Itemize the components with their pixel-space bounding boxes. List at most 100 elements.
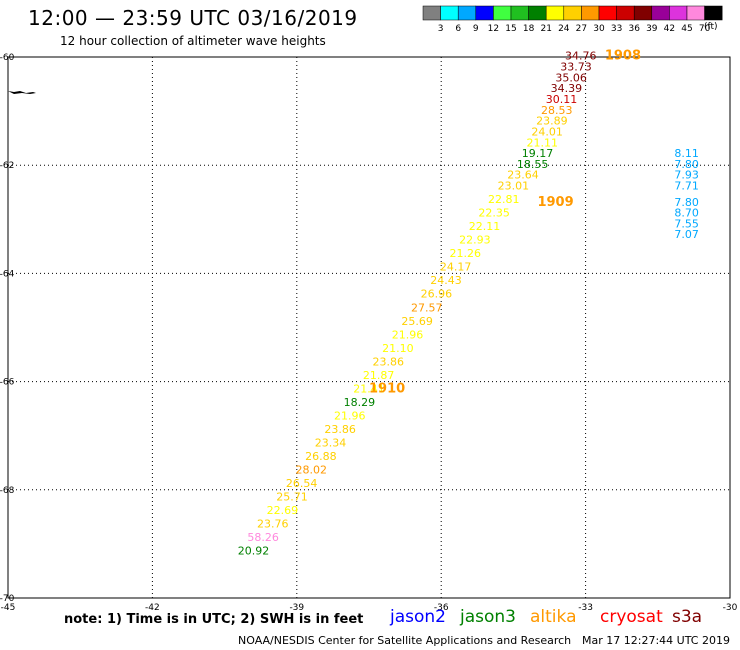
legend-swatch: [598, 5, 617, 21]
data-label: 7.55: [674, 217, 699, 230]
legend-swatch: [475, 5, 494, 21]
legend-swatch: [581, 5, 600, 21]
data-label: 8.70: [674, 207, 699, 220]
data-label: 21.41: [353, 382, 385, 395]
data-label: 26.96: [421, 288, 453, 301]
data-label: 22.11: [469, 220, 501, 233]
chart-title: 12:00 — 23:59 UTC 03/16/2019: [28, 6, 358, 30]
legend-label: 30: [593, 24, 605, 34]
x-tick-label: -42: [145, 603, 160, 613]
y-tick-label: -64: [0, 269, 15, 279]
y-tick-label: -60: [0, 53, 15, 63]
legend-swatch: [651, 5, 670, 21]
hour-label: 1910: [369, 381, 405, 396]
data-label: 7.80: [674, 158, 699, 171]
x-tick-label: -30: [723, 603, 738, 613]
legend-swatch: [616, 5, 635, 21]
legend-label: 39: [646, 24, 658, 34]
data-label: 24.01: [531, 125, 563, 138]
mission-altika: altika: [530, 607, 577, 627]
legend-label: 15: [505, 24, 516, 34]
mission-s3a: s3a: [672, 607, 703, 627]
data-label: 7.71: [674, 180, 699, 193]
y-tick-label: -70: [0, 594, 15, 604]
legend-label: 9: [473, 24, 479, 34]
data-label: 7.93: [674, 169, 699, 182]
data-label: 19.17: [522, 147, 554, 160]
legend-label: 70: [699, 24, 711, 34]
data-label: 23.86: [324, 423, 356, 436]
y-tick-label: -68: [0, 486, 15, 496]
footer-credit: NOAA/NESDIS Center for Satellite Applica…: [238, 634, 572, 647]
chart-subtitle: 12 hour collection of altimeter wave hei…: [60, 34, 326, 48]
legend-label: 33: [611, 24, 622, 34]
data-label: 27.57: [411, 301, 443, 314]
legend-label: 18: [523, 24, 535, 34]
data-label: 35.06: [555, 71, 587, 84]
y-tick-label: -62: [0, 161, 14, 171]
legend-swatch: [669, 5, 688, 21]
data-label: 21.96: [334, 409, 366, 422]
data-label: 21.96: [392, 328, 424, 341]
data-label: 21.10: [382, 342, 414, 355]
legend-label: 12: [488, 24, 499, 34]
mission-jason3: jason3: [460, 607, 516, 627]
legend-label: 42: [664, 24, 675, 34]
note-text: note: 1) Time is in UTC; 2) SWH is in fe…: [64, 612, 364, 627]
data-label: 33.73: [560, 61, 592, 74]
x-tick-label: -45: [1, 603, 16, 613]
data-label: 21.87: [363, 369, 395, 382]
land-outline: [8, 91, 36, 94]
legend-unit: (ft): [704, 22, 718, 32]
legend-label: 21: [540, 24, 551, 34]
data-label: 58.26: [247, 531, 279, 544]
data-label: 23.34: [315, 437, 347, 450]
data-label: 7.80: [674, 196, 699, 209]
legend-swatch: [545, 5, 565, 21]
data-label: 23.76: [257, 518, 289, 531]
legend-label: 36: [628, 24, 640, 34]
footer-time: Mar 17 12:27:44 UTC 2019: [582, 634, 730, 647]
data-label: 24.17: [440, 261, 472, 274]
x-tick-label: -36: [434, 603, 449, 613]
data-label: 25.71: [276, 491, 308, 504]
data-label: 24.43: [430, 274, 462, 287]
legend-label: 24: [558, 24, 570, 34]
data-label: 23.01: [498, 180, 530, 193]
data-label: 28.53: [541, 104, 573, 117]
hour-label: 1908: [605, 49, 641, 64]
data-label: 26.54: [286, 477, 318, 490]
legend-label: 45: [681, 24, 692, 34]
mission-cryosat: cryosat: [600, 607, 663, 627]
legend-label: 3: [438, 24, 444, 34]
plot-frame: [7, 56, 731, 599]
legend-swatch: [563, 5, 582, 21]
data-label: 22.93: [459, 234, 491, 247]
x-tick-label: -33: [578, 603, 593, 613]
data-label: 21.26: [450, 247, 482, 260]
legend-swatch: [493, 5, 512, 21]
legend-label: 27: [576, 24, 587, 34]
data-label: 22.35: [478, 207, 510, 220]
hour-label: 1909: [537, 195, 573, 210]
data-label: 18.29: [344, 396, 376, 409]
data-label: 23.64: [507, 169, 539, 182]
data-label: 20.92: [238, 545, 270, 558]
data-label: 23.86: [373, 355, 405, 368]
data-label: 34.76: [565, 50, 597, 63]
data-label: 23.89: [536, 115, 568, 128]
data-label: 22.81: [488, 193, 520, 206]
legend-swatch: [528, 5, 547, 21]
legend-swatch: [440, 5, 459, 21]
data-label: 26.88: [305, 450, 337, 463]
legend-swatch: [704, 5, 723, 21]
data-label: 18.55: [517, 158, 549, 171]
data-label: 25.69: [401, 315, 433, 328]
legend-swatch: [422, 5, 441, 21]
data-label: 7.07: [674, 228, 699, 241]
legend-swatch: [633, 5, 653, 21]
legend-swatch: [510, 5, 529, 21]
data-label: 21.11: [527, 136, 559, 149]
data-label: 8.11: [674, 147, 699, 160]
